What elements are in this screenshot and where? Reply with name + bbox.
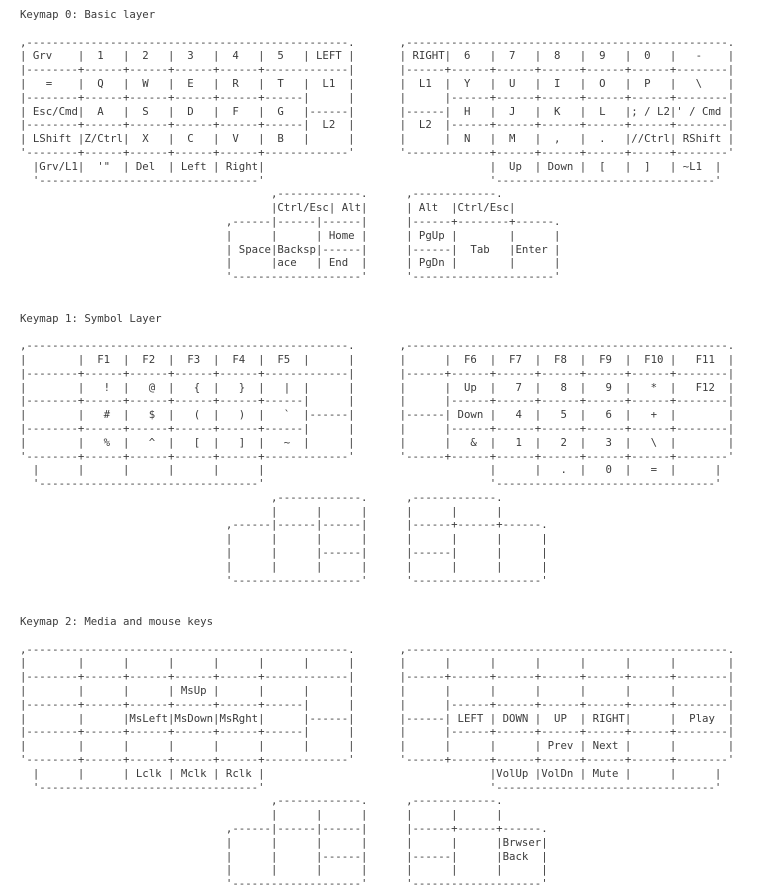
keymap-2-title: Keymap 2: Media and mouse keys <box>20 615 214 629</box>
keymap-section-basic: Keymap 0: Basic layer ,-----------------… <box>20 8 765 284</box>
keymap-0-title: Keymap 0: Basic layer <box>20 8 156 21</box>
keymap-0-ascii-art: ,---------------------------------------… <box>20 35 735 284</box>
keymap-section-symbol: Keymap 1: Symbol Layer ,----------------… <box>20 312 765 588</box>
keymap-section-media: Keymap 2: Media and mouse keys ,--------… <box>20 615 765 891</box>
keymap-1-ascii-art: ,---------------------------------------… <box>20 339 735 587</box>
keymap-document: Keymap 0: Basic layer ,-----------------… <box>20 8 765 891</box>
keymap-2-ascii-art: ,---------------------------------------… <box>20 642 735 891</box>
keymap-1-title: Keymap 1: Symbol Layer <box>20 311 162 325</box>
